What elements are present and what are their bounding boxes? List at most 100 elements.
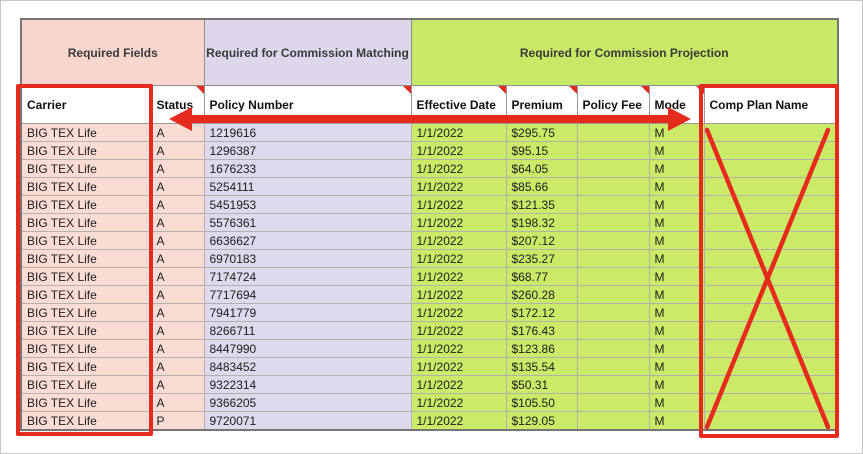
cell-policy_number[interactable]: 9720071: [203, 411, 412, 431]
banner-required-commission-matching[interactable]: Required for Commission Matching: [203, 18, 412, 86]
cell-comp_plan_name[interactable]: [703, 321, 839, 340]
cell-policy_fee[interactable]: [576, 123, 650, 142]
cell-carrier[interactable]: BIG TEX Life: [20, 267, 152, 286]
cell-policy_fee[interactable]: [576, 159, 650, 178]
cell-premium[interactable]: $235.27: [505, 249, 578, 268]
cell-mode[interactable]: M: [648, 213, 705, 232]
cell-carrier[interactable]: BIG TEX Life: [20, 375, 152, 394]
cell-effective_date[interactable]: 1/1/2022: [410, 231, 507, 250]
cell-policy_fee[interactable]: [576, 393, 650, 412]
cell-status[interactable]: A: [150, 375, 205, 394]
cell-effective_date[interactable]: 1/1/2022: [410, 303, 507, 322]
column-header-policy_fee[interactable]: Policy Fee: [576, 85, 650, 124]
cell-premium[interactable]: $135.54: [505, 357, 578, 376]
cell-status[interactable]: A: [150, 141, 205, 160]
cell-policy_number[interactable]: 6636627: [203, 231, 412, 250]
cell-effective_date[interactable]: 1/1/2022: [410, 285, 507, 304]
cell-policy_number[interactable]: 8266711: [203, 321, 412, 340]
cell-premium[interactable]: $172.12: [505, 303, 578, 322]
cell-carrier[interactable]: BIG TEX Life: [20, 195, 152, 214]
cell-comp_plan_name[interactable]: [703, 303, 839, 322]
cell-policy_number[interactable]: 8447990: [203, 339, 412, 358]
cell-carrier[interactable]: BIG TEX Life: [20, 249, 152, 268]
cell-mode[interactable]: M: [648, 357, 705, 376]
cell-mode[interactable]: M: [648, 339, 705, 358]
cell-status[interactable]: P: [150, 411, 205, 431]
cell-premium[interactable]: $68.77: [505, 267, 578, 286]
cell-status[interactable]: A: [150, 159, 205, 178]
cell-comp_plan_name[interactable]: [703, 357, 839, 376]
cell-policy_number[interactable]: 7941779: [203, 303, 412, 322]
cell-mode[interactable]: M: [648, 141, 705, 160]
cell-policy_fee[interactable]: [576, 267, 650, 286]
cell-comp_plan_name[interactable]: [703, 213, 839, 232]
cell-policy_number[interactable]: 1219616: [203, 123, 412, 142]
cell-policy_number[interactable]: 7717694: [203, 285, 412, 304]
cell-effective_date[interactable]: 1/1/2022: [410, 249, 507, 268]
cell-premium[interactable]: $123.86: [505, 339, 578, 358]
cell-comp_plan_name[interactable]: [703, 267, 839, 286]
cell-status[interactable]: A: [150, 267, 205, 286]
cell-comp_plan_name[interactable]: [703, 123, 839, 142]
cell-comp_plan_name[interactable]: [703, 339, 839, 358]
cell-effective_date[interactable]: 1/1/2022: [410, 339, 507, 358]
cell-comp_plan_name[interactable]: [703, 231, 839, 250]
column-header-mode[interactable]: Mode: [648, 85, 705, 124]
cell-premium[interactable]: $207.12: [505, 231, 578, 250]
cell-mode[interactable]: M: [648, 249, 705, 268]
cell-policy_number[interactable]: 5254111: [203, 177, 412, 196]
cell-policy_fee[interactable]: [576, 177, 650, 196]
cell-effective_date[interactable]: 1/1/2022: [410, 195, 507, 214]
cell-premium[interactable]: $85.66: [505, 177, 578, 196]
cell-mode[interactable]: M: [648, 321, 705, 340]
cell-policy_fee[interactable]: [576, 249, 650, 268]
cell-policy_number[interactable]: 1296387: [203, 141, 412, 160]
cell-comp_plan_name[interactable]: [703, 177, 839, 196]
cell-premium[interactable]: $121.35: [505, 195, 578, 214]
cell-comp_plan_name[interactable]: [703, 393, 839, 412]
cell-status[interactable]: A: [150, 339, 205, 358]
cell-policy_fee[interactable]: [576, 321, 650, 340]
cell-effective_date[interactable]: 1/1/2022: [410, 321, 507, 340]
cell-premium[interactable]: $295.75: [505, 123, 578, 142]
cell-status[interactable]: A: [150, 249, 205, 268]
cell-policy_number[interactable]: 5451953: [203, 195, 412, 214]
cell-carrier[interactable]: BIG TEX Life: [20, 177, 152, 196]
cell-policy_fee[interactable]: [576, 357, 650, 376]
cell-comp_plan_name[interactable]: [703, 159, 839, 178]
cell-policy_number[interactable]: 9366205: [203, 393, 412, 412]
cell-carrier[interactable]: BIG TEX Life: [20, 339, 152, 358]
cell-status[interactable]: A: [150, 231, 205, 250]
cell-mode[interactable]: M: [648, 375, 705, 394]
cell-comp_plan_name[interactable]: [703, 375, 839, 394]
cell-carrier[interactable]: BIG TEX Life: [20, 123, 152, 142]
cell-mode[interactable]: M: [648, 159, 705, 178]
cell-comp_plan_name[interactable]: [703, 249, 839, 268]
cell-premium[interactable]: $176.43: [505, 321, 578, 340]
cell-policy_fee[interactable]: [576, 303, 650, 322]
cell-mode[interactable]: M: [648, 195, 705, 214]
cell-mode[interactable]: M: [648, 303, 705, 322]
cell-status[interactable]: A: [150, 393, 205, 412]
cell-carrier[interactable]: BIG TEX Life: [20, 231, 152, 250]
cell-policy_number[interactable]: 8483452: [203, 357, 412, 376]
cell-policy_number[interactable]: 9322314: [203, 375, 412, 394]
cell-effective_date[interactable]: 1/1/2022: [410, 159, 507, 178]
cell-effective_date[interactable]: 1/1/2022: [410, 375, 507, 394]
banner-required-fields[interactable]: Required Fields: [20, 18, 205, 86]
cell-premium[interactable]: $105.50: [505, 393, 578, 412]
column-header-status[interactable]: Status: [150, 85, 205, 124]
cell-policy_number[interactable]: 7174724: [203, 267, 412, 286]
cell-premium[interactable]: $64.05: [505, 159, 578, 178]
cell-policy_fee[interactable]: [576, 141, 650, 160]
cell-mode[interactable]: M: [648, 267, 705, 286]
cell-mode[interactable]: M: [648, 231, 705, 250]
cell-effective_date[interactable]: 1/1/2022: [410, 177, 507, 196]
cell-policy_fee[interactable]: [576, 195, 650, 214]
cell-status[interactable]: A: [150, 285, 205, 304]
cell-effective_date[interactable]: 1/1/2022: [410, 357, 507, 376]
cell-premium[interactable]: $260.28: [505, 285, 578, 304]
cell-carrier[interactable]: BIG TEX Life: [20, 213, 152, 232]
cell-effective_date[interactable]: 1/1/2022: [410, 411, 507, 431]
column-header-comp_plan_name[interactable]: Comp Plan Name: [703, 85, 839, 124]
